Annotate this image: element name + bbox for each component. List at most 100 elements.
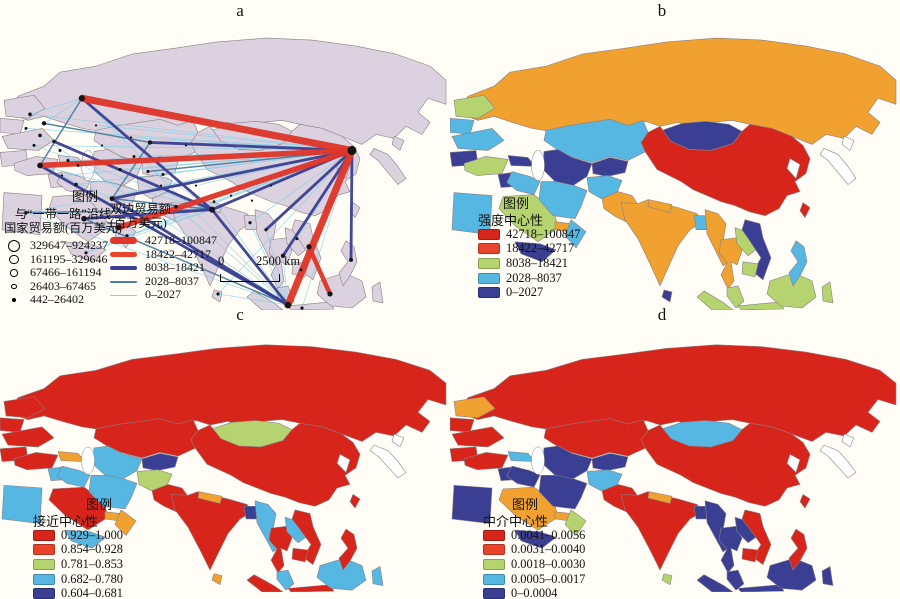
panel-a-label: a: [236, 1, 244, 20]
node-size-legend: 与“一带一路”沿线 国家贸易额(百万美元) 329647–924237 16119…: [2, 207, 124, 307]
color-swatch: [478, 257, 500, 269]
trade-edge: [75, 150, 353, 185]
color-swatch: [483, 558, 505, 570]
legend-d-measure: 中介中心性: [483, 514, 549, 529]
legend-a: 图例 与“一带一路”沿线 国家贸易额(百万美元) 329647–924237 16…: [2, 186, 332, 308]
trade-edge: [249, 150, 353, 224]
country-sumatra: [246, 290, 284, 310]
legend-label: 0–2027: [506, 285, 544, 300]
legend-label: 0.682–0.780: [61, 571, 123, 586]
country-kyrgyztajik: [591, 157, 629, 177]
trade-node: [269, 184, 273, 187]
edge-legend-label: 18422–42717: [145, 246, 211, 261]
color-swatch: [478, 272, 500, 284]
legend-item: 0–0.0004: [483, 586, 585, 599]
country-java: [737, 301, 785, 310]
trade-node: [79, 95, 85, 102]
trade-edge: [78, 94, 356, 154]
trade-node: [125, 234, 129, 238]
trade-edge: [349, 149, 354, 262]
trade-edge: [148, 141, 354, 152]
trade-node: [229, 194, 233, 197]
country-java: [737, 584, 785, 592]
panel-c-label: c: [236, 305, 244, 324]
edge-legend-item: 8038–18421: [110, 261, 310, 275]
trade-node: [327, 291, 333, 297]
country-kyrgyztajik: [141, 453, 179, 471]
country-iran: [88, 474, 138, 510]
trade-node: [52, 139, 56, 144]
node-legend-label: 442–26402: [30, 292, 84, 307]
node-size-circle-icon: [9, 254, 19, 265]
trade-edge: [115, 147, 355, 231]
edge-legend-item: 18422–42717: [110, 246, 310, 262]
country-japan: [369, 444, 407, 479]
country-vietnam: [291, 509, 322, 565]
country-centralasia: [542, 149, 593, 186]
panel-b-label: b: [657, 1, 667, 20]
trade-node: [109, 196, 115, 202]
node-size-circle-icon: [8, 239, 20, 252]
country-saudi: [498, 486, 559, 531]
trade-node: [38, 133, 42, 138]
country-malaysia: [726, 285, 745, 309]
trade-node: [264, 228, 268, 232]
trade-edge: [217, 293, 289, 306]
country-malaysia: [276, 569, 295, 591]
trade-edge: [306, 244, 333, 297]
country-caucasus: [57, 451, 86, 462]
legend-label: 8038–18421: [506, 255, 568, 270]
trade-node: [41, 121, 47, 126]
country-egypt: [1, 484, 43, 524]
country-ukraine: [451, 426, 505, 448]
node-size-symbol: [2, 298, 26, 303]
legend-label: 0.0031–0.0040: [511, 542, 586, 557]
country-yemen: [64, 529, 107, 549]
trade-node: [212, 200, 216, 204]
trade-edge: [284, 146, 356, 309]
trade-edge: [39, 165, 213, 211]
trade-node: [159, 184, 163, 187]
legend-item: 0.0041–0.0056: [483, 528, 585, 543]
trade-node: [60, 174, 64, 177]
legend-d-items: 0.0041–0.0056 0.0031–0.0040 0.0018–0.0030 0…: [483, 528, 585, 599]
legend-label: 0.0041–0.0056: [511, 527, 586, 542]
color-swatch: [483, 529, 505, 541]
country-centralasia: [92, 445, 143, 480]
country-cambodia: [741, 547, 759, 563]
node-legend-item: 161195–329646: [2, 251, 124, 267]
country-india: [170, 491, 254, 571]
trade-node: [132, 154, 136, 158]
trade-edge: [217, 150, 353, 295]
country-caucasus: [507, 451, 536, 462]
country-srilanka: [211, 573, 223, 585]
country-java: [287, 584, 335, 592]
trade-node: [216, 292, 220, 296]
trade-node: [76, 164, 80, 167]
trade-edge: [85, 209, 213, 254]
country-india: [620, 491, 704, 571]
legend-item: 0.929–1.000: [33, 528, 123, 543]
country-egypt: [1, 192, 43, 236]
country-cambodia: [291, 547, 309, 563]
trade-edge: [282, 255, 289, 306]
country-japan: [819, 148, 857, 185]
trade-edge: [43, 122, 151, 144]
node-size-symbol: [2, 254, 26, 265]
country-hokkaido: [391, 433, 405, 448]
legend-item: 18422–42717: [478, 241, 580, 257]
node-size-circle-icon: [12, 298, 16, 303]
trade-node: [161, 173, 165, 177]
country-vietnam: [741, 219, 772, 281]
country-hokkaido: [841, 136, 855, 151]
legend-b-items: 42718–100847 18422–42717 8038–18421 2028–80…: [478, 227, 580, 300]
country-sulawesi: [821, 566, 834, 586]
country-cambodia: [741, 261, 759, 278]
color-swatch: [33, 529, 55, 541]
country-srilanka: [661, 289, 673, 303]
edge-legend-item: 0–2027: [110, 288, 310, 302]
color-swatch: [478, 287, 500, 299]
trade-node: [184, 144, 188, 147]
country-taiwan: [799, 494, 811, 509]
node-legend-label: 161195–329646: [30, 251, 108, 266]
